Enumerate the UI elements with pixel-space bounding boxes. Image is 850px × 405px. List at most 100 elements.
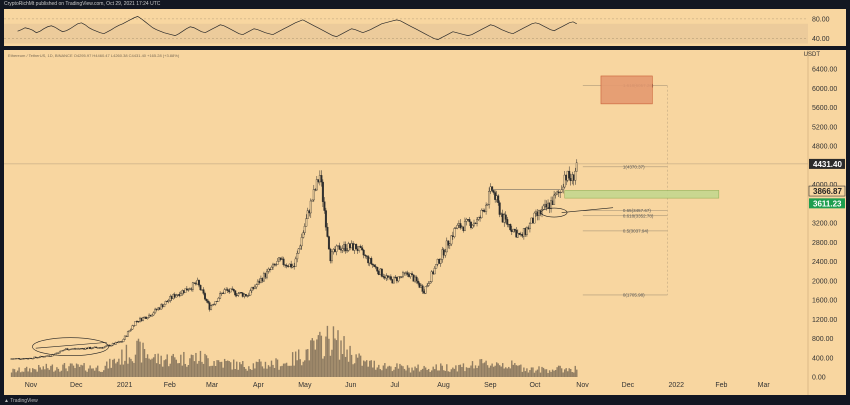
volume-bar [372,367,374,377]
volume-bar [248,366,250,377]
date-tick-label: Apr [253,382,265,389]
date-tick-label: Mar [758,382,771,389]
candle-body [330,251,333,262]
candle-body [513,228,516,231]
volume-bar [15,372,17,377]
volume-bar [369,360,371,377]
volume-bar [414,366,416,377]
volume-bar [480,359,483,377]
volume-bar [30,372,32,377]
volume-bar [195,352,197,377]
candle-body [346,250,349,252]
candle-body [312,189,315,201]
volume-bar [313,340,315,377]
volume-bar [373,360,375,377]
volume-bar [326,325,329,377]
volume-bar [379,369,382,377]
candle-body [450,235,453,245]
volume-bar [84,370,87,377]
accumulation-arrow [35,342,107,349]
candle-body [453,228,456,238]
volume-bar [220,361,223,377]
candle-body [179,293,182,296]
volume-bar [453,368,456,377]
volume-bar [384,363,386,377]
volume-bar [80,364,82,377]
candle-body [424,286,427,294]
volume-bar [288,365,291,377]
volume-bar [503,368,505,377]
volume-bar [349,345,351,377]
price-tick-label: 4800.00 [812,144,837,151]
volume-bar [405,370,407,377]
volume-bar [119,364,122,377]
volume-bar [121,349,123,377]
price-tick-label: 400.00 [812,355,834,362]
volume-bar [347,361,350,377]
candle-body [309,200,312,214]
candle-body [240,292,243,294]
tradingview-logo-icon: ▲ [4,398,9,404]
volume-bar [60,370,63,377]
candle-body [154,308,157,314]
volume-bar [237,369,239,377]
candle-body [400,276,403,278]
volume-bar [287,365,289,377]
volume-bar [311,338,314,377]
volume-bar [204,353,206,377]
volume-bar [211,365,214,377]
candle-body [335,245,338,252]
volume-bar [296,360,298,377]
volume-bar [87,368,90,377]
volume-bar [134,354,137,377]
candle-body [102,346,105,349]
candle-body [164,301,167,305]
volume-bar [207,358,209,377]
date-tick-label: 2021 [117,382,133,389]
volume-bar [246,370,249,377]
candle-body [175,295,178,298]
volume-bar [337,330,339,377]
volume-bar [476,368,478,377]
volume-bar [291,352,294,377]
volume-bar [234,368,236,377]
candle-body [364,254,367,256]
candle-body [34,356,37,358]
volume-bar [143,349,146,377]
candle-body [37,357,40,359]
volume-bar [243,367,245,377]
candle-body [255,284,258,288]
volume-bar [18,367,20,377]
volume-bar [180,354,182,377]
volume-bar [421,368,424,377]
candle-body [58,350,61,354]
candle-body [344,244,347,252]
volume-bar [571,371,573,377]
volume-bar [112,359,114,377]
volume-bar [565,368,567,377]
volume-bar [74,368,76,377]
volume-bar [568,368,570,377]
volume-bar [22,371,25,377]
date-tick-label: May [298,382,312,389]
volume-bar [526,368,528,377]
volume-bar [317,335,320,377]
candle-body [66,348,69,351]
volume-bar [387,366,389,377]
volume-bar [554,369,557,377]
fib-level-label: 1(4370.37) [623,164,645,169]
fib-level-label: 0.65(3457.67) [623,208,652,213]
volume-bar [548,370,551,377]
candle-body [528,223,531,230]
candle-body [204,293,206,300]
volume-bar [545,369,548,377]
candle-body [294,258,297,267]
candle-body [217,297,220,302]
volume-bar [370,360,372,377]
volume-bar [304,360,306,377]
candle-body [448,243,451,246]
volume-bar [437,370,439,377]
candle-body [167,300,170,302]
price-tick-label: 2000.00 [812,278,837,285]
